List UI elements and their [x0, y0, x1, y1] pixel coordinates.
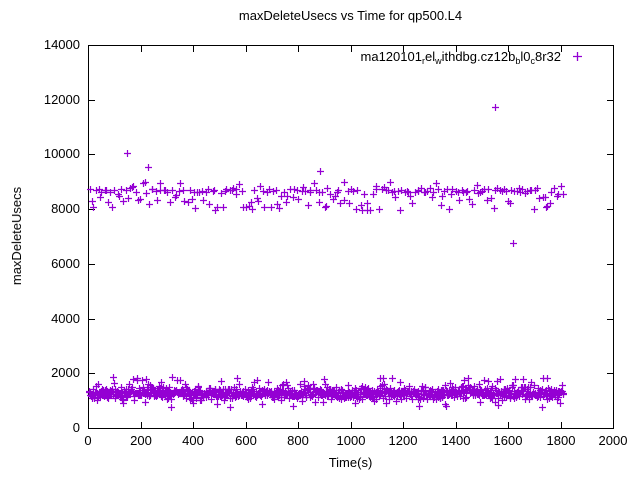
- plus-marker-icon: [573, 51, 582, 61]
- x-tick-label: 0: [84, 433, 92, 448]
- x-tick-label: 200: [130, 433, 152, 448]
- x-tick-label: 1000: [336, 433, 366, 448]
- x-tick-label: 2000: [598, 433, 628, 448]
- y-tick-label: 2000: [51, 365, 80, 380]
- x-tick-label: 400: [182, 433, 204, 448]
- y-tick-label: 0: [72, 420, 80, 435]
- x-tick-label: 800: [287, 433, 309, 448]
- y-tick-label: 8000: [51, 201, 80, 216]
- y-tick-label: 6000: [51, 256, 80, 271]
- y-tick-label: 14000: [43, 37, 80, 52]
- y-tick-label: 10000: [43, 146, 80, 161]
- y-tick-label: 4000: [51, 311, 80, 326]
- x-tick-label: 600: [235, 433, 257, 448]
- legend-series-label: ma120101relwithdbg.cz12bbl0c8r32: [360, 48, 561, 66]
- x-tick-label: 1200: [388, 433, 418, 448]
- x-tick-label: 1600: [493, 433, 523, 448]
- x-tick-label: 1800: [546, 433, 576, 448]
- chart-title: maxDeleteUsecs vs Time for qp500.L4: [238, 8, 463, 23]
- x-axis-title: Time(s): [328, 455, 373, 470]
- x-tick-label: 1400: [441, 433, 471, 448]
- legend: ma120101relwithdbg.cz12bbl0c8r32: [360, 47, 582, 66]
- y-tick-label: 12000: [43, 92, 80, 107]
